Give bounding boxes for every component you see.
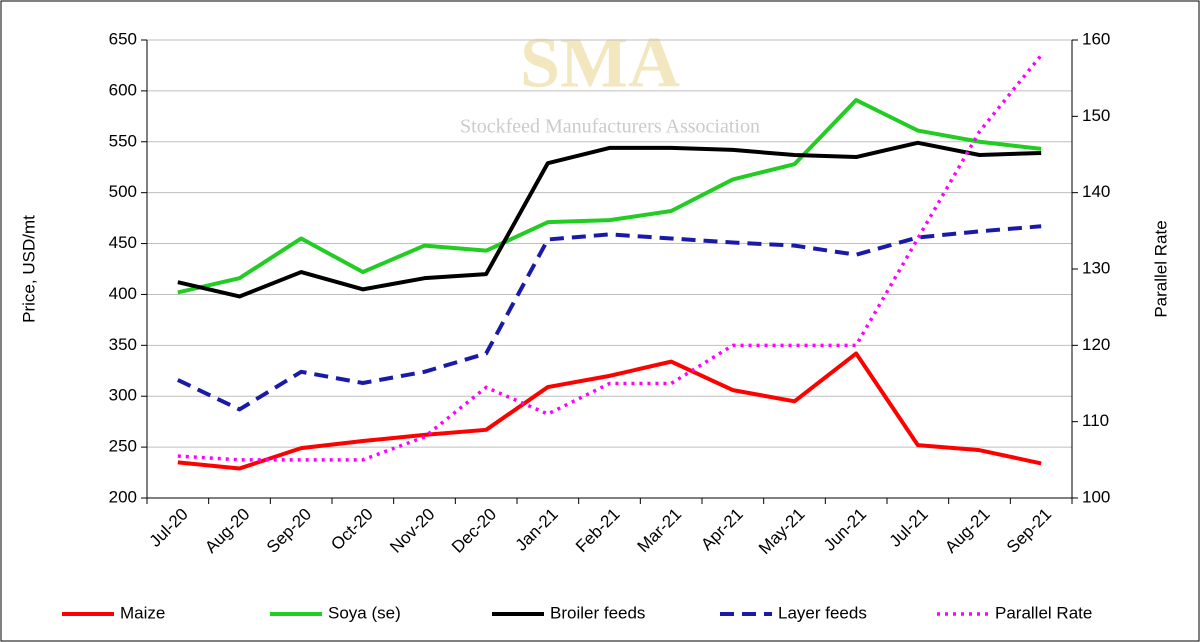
y-tick-label: 250 [109, 437, 137, 456]
y-tick-label: 600 [109, 80, 137, 99]
y-tick-label: 400 [109, 284, 137, 303]
legend-label: Maize [120, 603, 165, 622]
y-tick-label: 350 [109, 335, 137, 354]
series-line [177, 98, 1042, 295]
y-tick-label: 500 [109, 182, 137, 201]
legend-label: Broiler feeds [550, 603, 645, 622]
series-line [177, 140, 1042, 299]
watermark-logo: SMA [520, 23, 680, 103]
y-tick-label: 550 [109, 131, 137, 150]
y2-axis-label: Parallel Rate [1151, 220, 1170, 317]
y2-tick-label: 140 [1082, 182, 1110, 201]
y2-tick-label: 120 [1082, 335, 1110, 354]
y2-tick-label: 100 [1082, 487, 1110, 506]
y2-tick-label: 130 [1082, 258, 1110, 277]
y-tick-label: 300 [109, 386, 137, 405]
y2-tick-label: 110 [1082, 411, 1109, 430]
legend-label: Parallel Rate [995, 603, 1092, 622]
y2-tick-label: 160 [1082, 29, 1110, 48]
series-line [177, 351, 1042, 471]
y2-tick-label: 150 [1082, 106, 1110, 125]
y-axis-label: Price, USD/mt [19, 215, 38, 323]
series-line [176, 224, 1042, 412]
y-tick-label: 650 [109, 29, 137, 48]
y-tick-label: 450 [109, 233, 137, 252]
legend-label: Soya (se) [328, 603, 401, 622]
legend-label: Layer feeds [778, 603, 867, 622]
watermark-text: Stockfeed Manufacturers Association [460, 116, 760, 138]
series-line [177, 54, 1043, 462]
y-tick-label: 200 [109, 487, 137, 506]
